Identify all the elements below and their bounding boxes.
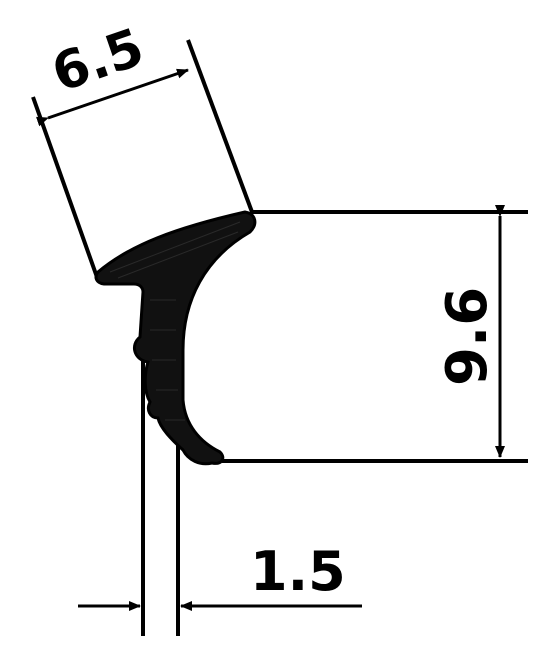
profile-hatching [109,221,241,421]
seal-profile [94,210,257,466]
dimension-line-6.5 [35,68,189,127]
extension-line-left-6.5 [31,96,100,281]
dimension-label-top-width: 6.5 [45,18,152,105]
extension-line-right-6.5 [186,39,254,213]
dimension-label-wall-thickness: 1.5 [250,540,346,603]
dimension-label-height: 9.6 [435,287,500,386]
